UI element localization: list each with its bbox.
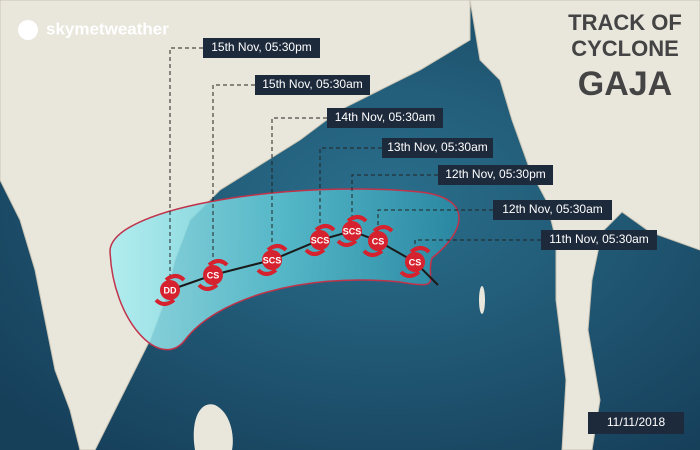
date: 11/11/2018 <box>607 415 666 429</box>
date-box <box>588 412 684 434</box>
leader-line <box>212 84 255 275</box>
time-box <box>438 165 553 185</box>
time-label: 12th Nov, 05:30am <box>502 202 603 216</box>
storm-category: DD <box>164 285 177 295</box>
time-box <box>541 230 657 250</box>
sri-lanka <box>193 404 233 450</box>
storm-category: SCS <box>343 226 362 236</box>
storm-swirl <box>154 274 186 306</box>
title-line: GAJA <box>578 65 672 103</box>
storm-icon <box>262 250 282 270</box>
storm-swirl <box>336 215 368 247</box>
east-land <box>469 0 700 450</box>
logo: skymetweather <box>46 19 169 38</box>
time-label: 11th Nov, 05:30am <box>549 232 649 246</box>
time-label: 15th Nov, 05:30pm <box>211 40 312 54</box>
time-label: 15th Nov, 05:30am <box>262 77 363 91</box>
track: 15th Nov, 05:30pm 15th Nov, 05:30am 14th N… <box>154 38 657 306</box>
time-label: 14th Nov, 05:30am <box>335 110 436 124</box>
storm-swirl <box>399 246 431 278</box>
title-line: CYCLONE <box>571 36 679 61</box>
storm-icon <box>310 230 330 250</box>
storm-icon <box>368 231 388 251</box>
storm-icon <box>342 221 362 241</box>
storm-category: SCS <box>311 235 330 245</box>
logo-icon <box>18 20 38 40</box>
storm-swirl <box>256 244 288 276</box>
storm-swirl <box>362 225 394 257</box>
storm-swirl <box>304 224 336 256</box>
leader-line <box>271 117 327 260</box>
time-label: 13th Nov, 05:30am <box>387 140 488 154</box>
islands <box>479 286 485 314</box>
storm-swirl <box>197 259 229 291</box>
storm-icon <box>160 280 180 300</box>
time-box <box>382 138 493 158</box>
time-box <box>493 200 612 220</box>
time-label: 12th Nov, 05:30pm <box>445 167 546 181</box>
storm-category: SCS <box>263 255 282 265</box>
forecast-cone <box>109 188 460 351</box>
storm-category: CS <box>372 236 385 246</box>
time-box <box>255 75 370 95</box>
storm-icon <box>203 265 223 285</box>
time-box <box>203 38 320 58</box>
storm-category: CS <box>207 270 220 280</box>
leader-line <box>351 174 438 231</box>
leader-line <box>169 47 203 290</box>
storm-icon <box>405 252 425 272</box>
title-line: TRACK OF <box>568 10 682 35</box>
storm-category: CS <box>409 257 422 267</box>
time-box <box>327 108 443 128</box>
